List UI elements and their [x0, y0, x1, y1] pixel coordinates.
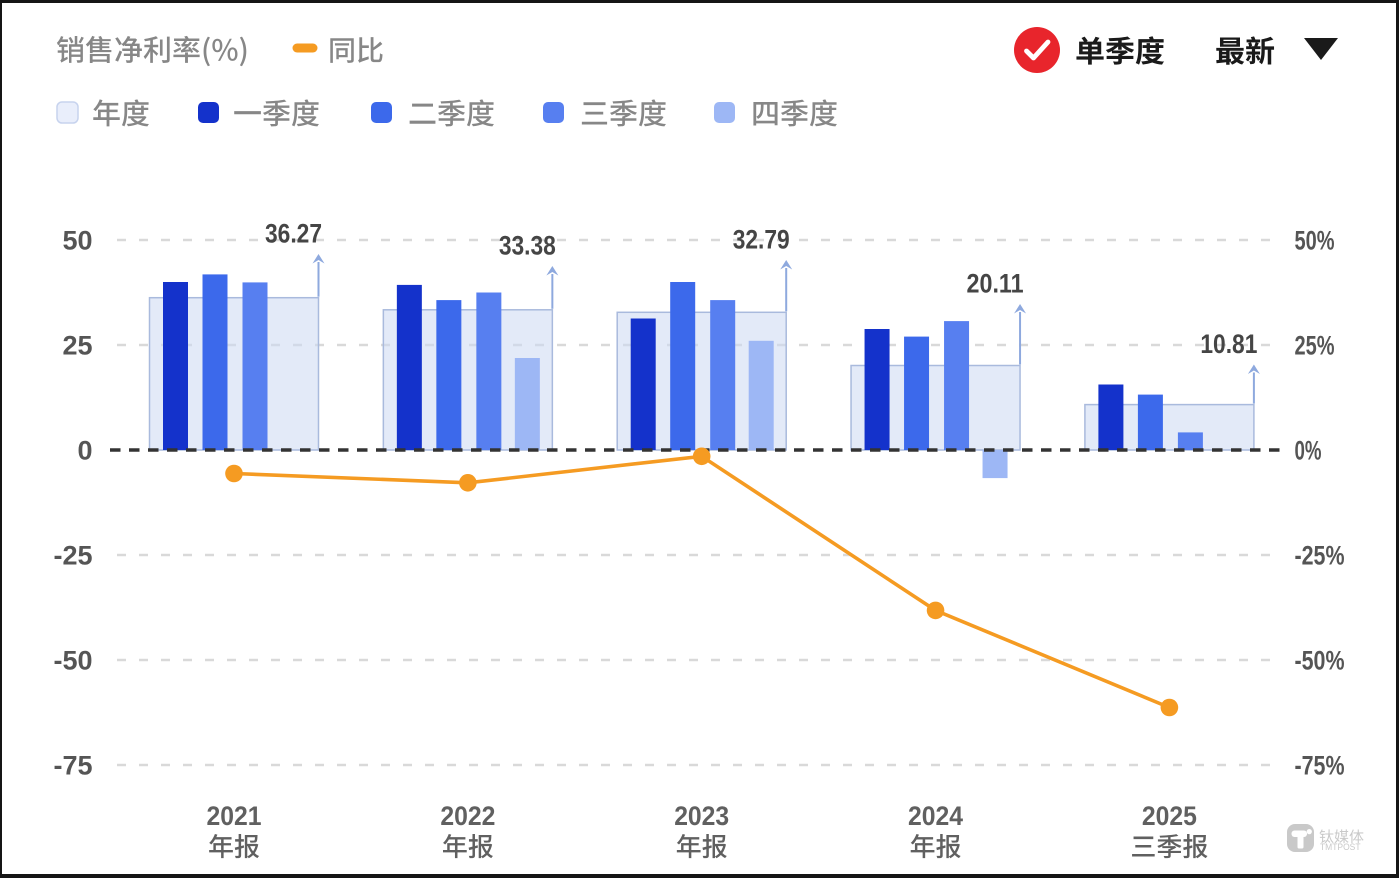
- svg-text:32.79: 32.79: [733, 225, 790, 255]
- svg-text:-50%: -50%: [1295, 646, 1345, 676]
- svg-text:0%: 0%: [1295, 436, 1322, 466]
- svg-text:2021: 2021: [207, 801, 262, 831]
- svg-text:20.11: 20.11: [967, 269, 1024, 299]
- svg-text:50: 50: [62, 226, 92, 256]
- svg-text:25: 25: [62, 331, 92, 361]
- svg-text:TMTPOST: TMTPOST: [1320, 842, 1361, 852]
- svg-text:2022: 2022: [440, 801, 495, 831]
- svg-text:25%: 25%: [1295, 331, 1335, 361]
- svg-text:2025: 2025: [1142, 801, 1197, 831]
- svg-text:50%: 50%: [1295, 226, 1335, 256]
- svg-text:2023: 2023: [674, 801, 729, 831]
- svg-text:33.38: 33.38: [499, 231, 556, 261]
- svg-text:-25%: -25%: [1295, 541, 1345, 571]
- svg-text:2024: 2024: [908, 801, 963, 831]
- svg-text:-75: -75: [53, 751, 92, 781]
- svg-text:-75%: -75%: [1295, 751, 1345, 781]
- svg-text:10.81: 10.81: [1200, 329, 1257, 359]
- svg-text:-25: -25: [53, 541, 92, 571]
- svg-text:-50: -50: [53, 646, 92, 676]
- svg-text:0: 0: [77, 436, 92, 466]
- svg-text:36.27: 36.27: [265, 219, 322, 249]
